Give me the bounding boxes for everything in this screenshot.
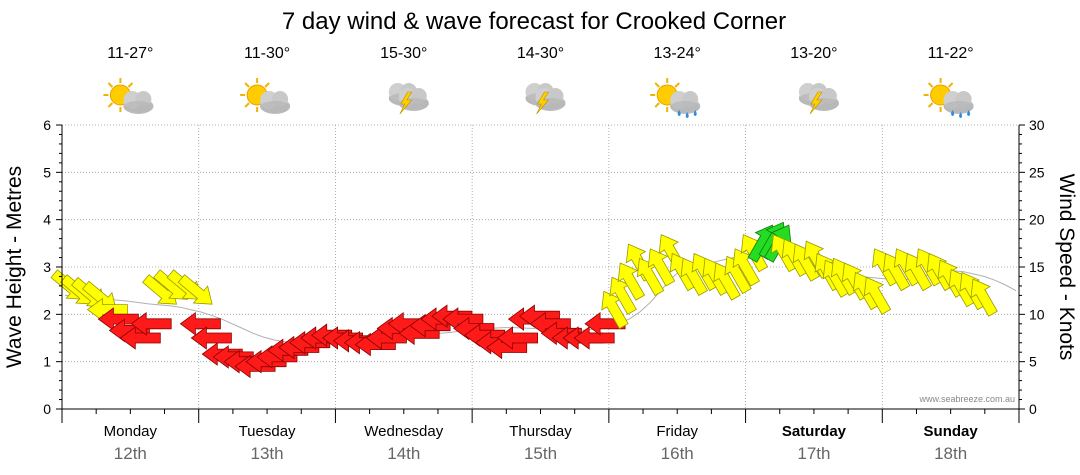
- day-label: Friday: [656, 423, 698, 440]
- day-label: Tuesday: [239, 423, 296, 440]
- cloud-shape: [260, 91, 291, 114]
- right-tick-label: 25: [1029, 164, 1045, 180]
- left-tick-label: 4: [43, 212, 51, 228]
- left-tick-label: 6: [43, 117, 51, 133]
- wind-arrow-e: [177, 274, 213, 305]
- wind-arrow-nw: [573, 326, 615, 350]
- rain-icon: [649, 77, 701, 118]
- left-tick-label: 2: [43, 306, 51, 322]
- partly-cloudy-icon: [102, 77, 154, 114]
- showers-icon: [922, 77, 974, 118]
- partly-cloudy-icon: [239, 77, 291, 114]
- day-label: Wednesday: [364, 423, 443, 440]
- day-temperature-range: 13-24°: [654, 45, 701, 62]
- axes: 0 1 2 3 4 5 6 0 5 10 15 20 25 30 Monday 12th Tuesday 13th…: [43, 117, 1045, 463]
- day-date-label: 16th: [661, 444, 694, 463]
- day-label: Saturday: [782, 423, 847, 440]
- chart-title: 7 day wind & wave forecast for Crooked C…: [282, 8, 786, 35]
- thunderstorm-icon: [388, 83, 429, 115]
- wind-series: [50, 221, 998, 379]
- right-tick-label: 20: [1029, 212, 1045, 228]
- day-label: Sunday: [924, 423, 979, 440]
- left-tick-label: 0: [43, 401, 51, 417]
- day-date-label: 17th: [797, 444, 830, 463]
- watermark: www.seabreeze.com.au: [918, 394, 1015, 404]
- wind-arrow-se: [130, 312, 172, 336]
- wind-arrow-se: [496, 326, 538, 350]
- right-tick-label: 0: [1029, 401, 1037, 417]
- thunderstorm-icon: [525, 83, 566, 115]
- wind-arrow-e: [863, 276, 892, 315]
- day-date-label: 14th: [387, 444, 420, 463]
- left-tick-label: 3: [43, 259, 51, 275]
- day-date-label: 13th: [251, 444, 284, 463]
- day-temperature-range: 13-20°: [790, 45, 837, 62]
- right-axis-title: Wind Speed - Knots: [1055, 174, 1078, 361]
- thunderstorm-icon: [798, 83, 839, 115]
- day-date-label: 12th: [114, 444, 147, 463]
- wind-arrow-e: [970, 278, 998, 317]
- left-tick-label: 5: [43, 164, 51, 180]
- wind-arrow-ne: [617, 262, 646, 301]
- cloud-shape: [123, 91, 154, 114]
- day-temperature-range: 11-22°: [928, 45, 974, 62]
- left-tick-label: 1: [43, 354, 51, 370]
- right-tick-label: 15: [1029, 259, 1045, 275]
- right-tick-label: 5: [1029, 354, 1037, 370]
- day-temperature-range: 15-30°: [380, 45, 427, 62]
- day-headers: 11-27° 11-30° 15-30° 14-30° 13-24° 13-20° 11-2…: [102, 45, 974, 118]
- day-date-label: 18th: [934, 444, 967, 463]
- left-axis-title: Wave Height - Metres: [3, 166, 26, 368]
- day-label: Monday: [104, 423, 158, 440]
- cloud-shape: [670, 91, 701, 114]
- wind-arrow-se: [179, 312, 221, 336]
- day-label: Thursday: [509, 423, 572, 440]
- wind-arrow-ne: [647, 248, 676, 287]
- day-date-label: 15th: [524, 444, 557, 463]
- day-temperature-range: 11-30°: [244, 45, 290, 62]
- right-tick-label: 10: [1029, 306, 1045, 322]
- day-temperature-range: 11-27°: [107, 45, 153, 62]
- cloud-shape: [943, 91, 974, 114]
- wind-arrow-se: [190, 326, 232, 350]
- day-temperature-range: 14-30°: [517, 45, 564, 62]
- wind-arrow-se: [119, 326, 161, 350]
- right-tick-label: 30: [1029, 117, 1045, 133]
